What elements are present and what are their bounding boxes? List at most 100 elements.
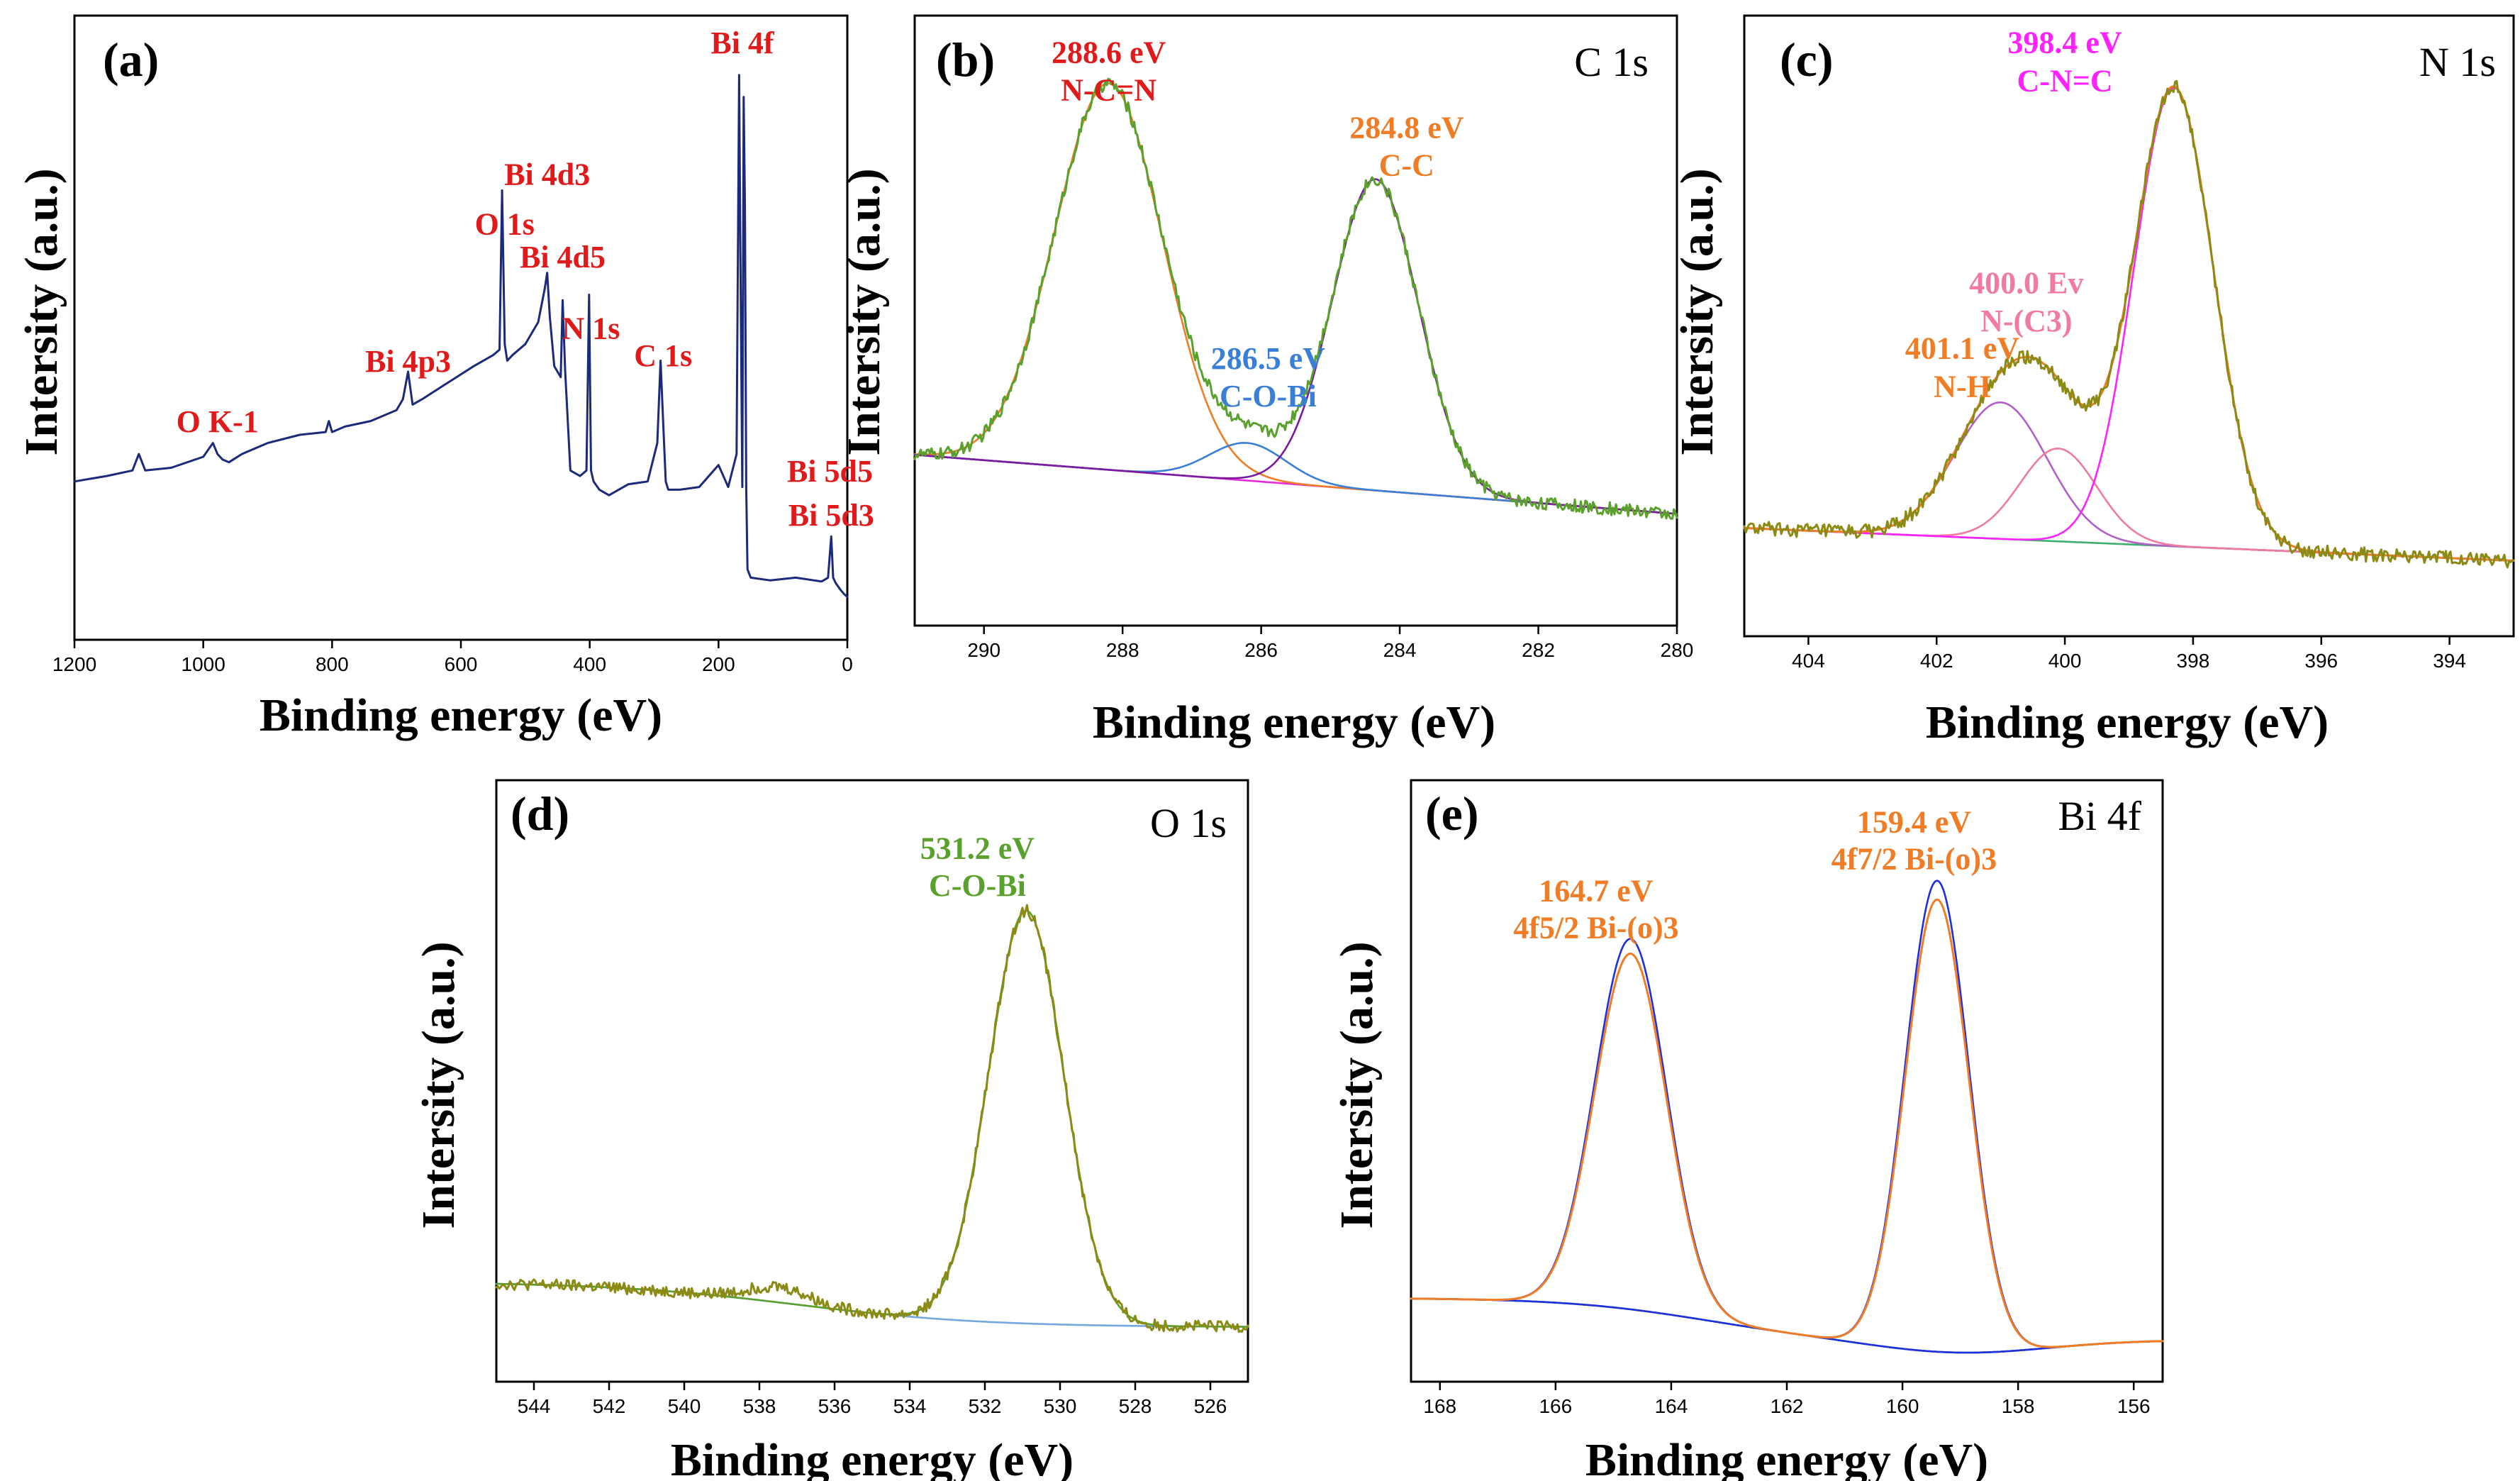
- x-tick-label: 158: [2002, 1395, 2035, 1417]
- x-tick-label: 284: [1383, 639, 1417, 661]
- series-line-survey: [73, 74, 849, 598]
- annotation-label: 286.5 eV: [1211, 341, 1326, 376]
- x-tick-label: 396: [2304, 650, 2338, 672]
- x-tick-label: 394: [2433, 650, 2466, 672]
- plot-frame: [1743, 14, 2515, 638]
- x-tick-label: 1000: [182, 653, 225, 675]
- x-tick-label: 282: [1522, 639, 1555, 661]
- core-level-title: C 1s: [1574, 39, 1649, 85]
- x-tick-label: 544: [518, 1395, 551, 1417]
- x-tick-label: 168: [1423, 1395, 1456, 1417]
- annotation-label: N-(C3): [1980, 304, 2073, 338]
- annotation-label: 284.8 eV: [1349, 111, 1464, 145]
- x-tick-label: 542: [593, 1395, 626, 1417]
- x-tick-label: 288: [1106, 639, 1139, 661]
- x-axis-label: Binding energy (eV): [1585, 1434, 1988, 1481]
- annotation-label: 400.0 Ev: [1969, 265, 2083, 300]
- panel-tag: (a): [103, 33, 159, 87]
- series-line-fit: [1743, 85, 2515, 562]
- x-tick-label: 540: [668, 1395, 701, 1417]
- x-axis-label: Binding energy (eV): [260, 689, 662, 741]
- y-axis-label: Intersity (a.u.): [1331, 941, 1383, 1228]
- x-tick-label: 164: [1655, 1395, 1688, 1417]
- series-line-c-c: [913, 178, 1678, 515]
- x-tick-label: 600: [445, 653, 478, 675]
- annotation-label: 4f5/2 Bi-(o)3: [1513, 911, 1678, 945]
- panel-tag: (e): [1425, 787, 1478, 841]
- x-tick-label: 532: [969, 1395, 1002, 1417]
- annotation-label: 531.2 eV: [920, 831, 1035, 866]
- x-tick-label: 286: [1244, 639, 1278, 661]
- x-tick-label: 800: [316, 653, 349, 675]
- x-tick-label: 280: [1661, 639, 1694, 661]
- series-line-c-o-bi: [913, 442, 1678, 515]
- series-line-envelope: [913, 77, 1678, 520]
- x-tick-label: 526: [1194, 1395, 1227, 1417]
- annotation-label: C-O-Bi: [929, 868, 1026, 903]
- annotation-label: N 1s: [562, 311, 620, 345]
- series-line-n-c-n: [913, 82, 1678, 515]
- x-tick-label: 536: [818, 1395, 852, 1417]
- x-tick-label: 0: [842, 653, 853, 675]
- annotation-label: Bi 5d5: [787, 454, 873, 489]
- annotation-label: N-C=N: [1061, 73, 1156, 108]
- annotation-label: C-O-Bi: [1220, 379, 1317, 414]
- annotation-label: 159.4 eV: [1857, 804, 1972, 839]
- series-line-background: [1410, 1297, 2164, 1354]
- panel-tag: (d): [511, 787, 569, 841]
- panel-d: 544 542 540 538 536 534 532 530 528 526 531.2 eVC…: [413, 779, 1249, 1481]
- x-axis-label: Binding energy (eV): [1093, 697, 1495, 748]
- x-tick-label: 528: [1119, 1395, 1152, 1417]
- annotation-label: 4f7/2 Bi-(o)3: [1832, 842, 1997, 877]
- annotation-label: O K-1: [177, 404, 259, 439]
- x-tick-label: 166: [1539, 1395, 1572, 1417]
- y-axis-label: Intersity (a.u.): [838, 168, 890, 455]
- x-axis-label: Binding energy (eV): [1926, 697, 2329, 748]
- x-tick-label: 160: [1886, 1395, 1919, 1417]
- annotation-label: Bi 4d3: [504, 157, 590, 192]
- series-line-fit: [1410, 898, 2164, 1348]
- x-tick-label: 398: [2177, 650, 2210, 672]
- panel-b: 290 288 286 284 282 280 288.6 eVN-C=N 284.8 eV…: [838, 14, 1693, 748]
- panel-tag: (b): [936, 33, 995, 87]
- x-tick-label: 156: [2117, 1395, 2151, 1417]
- x-tick-label: 534: [893, 1395, 927, 1417]
- series-line-4f5-2: [1410, 938, 2164, 1354]
- plot-frame: [1410, 779, 2164, 1383]
- annotation-label: 401.1 eV: [1905, 331, 2020, 366]
- annotation-label: Bi 4f: [710, 26, 775, 60]
- annotation-label: N-H: [1934, 370, 1991, 404]
- y-axis-label: Intersity (a.u.): [16, 168, 67, 455]
- series-line-experimental: [495, 904, 1249, 1333]
- annotation-label: 288.6 eV: [1052, 35, 1166, 70]
- plot-frame: [913, 14, 1678, 627]
- annotation-label: 164.7 eV: [1539, 873, 1654, 908]
- series-line-experimental: [1743, 79, 2515, 569]
- series-line-n-h: [1743, 401, 2515, 562]
- x-tick-label: 200: [702, 653, 735, 675]
- x-tick-label: 538: [743, 1395, 776, 1417]
- x-tick-label: 400: [2048, 650, 2082, 672]
- annotation-label: C-N=C: [2017, 63, 2113, 98]
- series-line-4f7-2: [1410, 880, 2164, 1348]
- x-tick-label: 402: [1920, 650, 1953, 672]
- x-tick-label: 530: [1044, 1395, 1077, 1417]
- core-level-title: Bi 4f: [2058, 793, 2141, 839]
- annotation-label: Bi 4d5: [520, 240, 606, 274]
- x-tick-label: 404: [1792, 650, 1825, 672]
- annotation-label: Bi 5d3: [788, 498, 874, 533]
- panel-tag: (c): [1780, 33, 1833, 87]
- y-axis-label: Intersity (a.u.): [413, 941, 464, 1228]
- x-tick-label: 162: [1771, 1395, 1804, 1417]
- annotation-label: C 1s: [634, 338, 692, 373]
- x-tick-label: 290: [967, 639, 1000, 661]
- x-axis-label: Binding energy (eV): [671, 1434, 1074, 1481]
- series-line-c-o-bi: [495, 909, 1249, 1328]
- annotation-label: O 1s: [475, 206, 535, 241]
- series-line-c-n-c: [1743, 87, 2515, 562]
- x-tick-label: 400: [573, 653, 606, 675]
- core-level-title: O 1s: [1150, 800, 1227, 846]
